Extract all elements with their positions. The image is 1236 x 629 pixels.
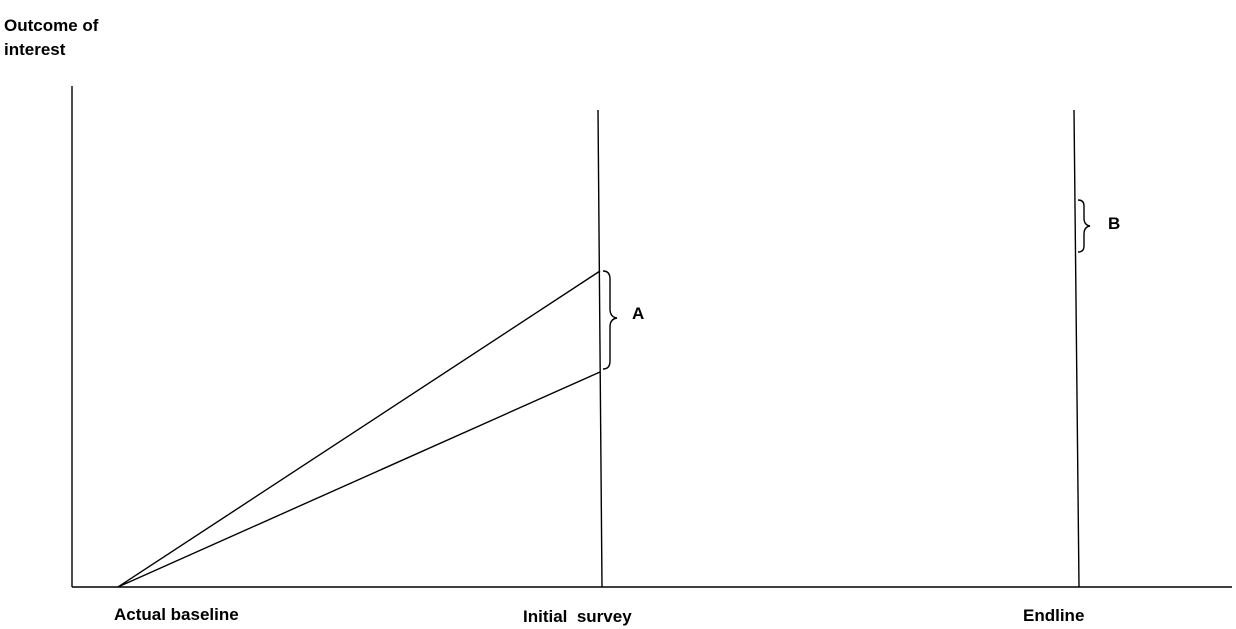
x-label-actual-baseline: Actual baseline (114, 605, 239, 624)
x-label-endline: Endline (1023, 606, 1085, 625)
lower-trajectory-line (117, 371, 601, 588)
brace-b-icon (1077, 199, 1091, 253)
upper-trajectory-line (117, 270, 601, 588)
x-label-initial-survey: Initial survey (523, 607, 632, 626)
brace-a-icon (602, 270, 618, 370)
brace-a-label: A (632, 304, 645, 323)
endline-line (1073, 109, 1080, 588)
y-axis-title: Outcome of interest (4, 14, 144, 62)
initial-survey-line (597, 109, 603, 588)
brace-b-label: B (1108, 214, 1121, 233)
y-axis-title-line2: interest (4, 40, 66, 59)
y-axis-title-line1: Outcome of (4, 16, 99, 35)
